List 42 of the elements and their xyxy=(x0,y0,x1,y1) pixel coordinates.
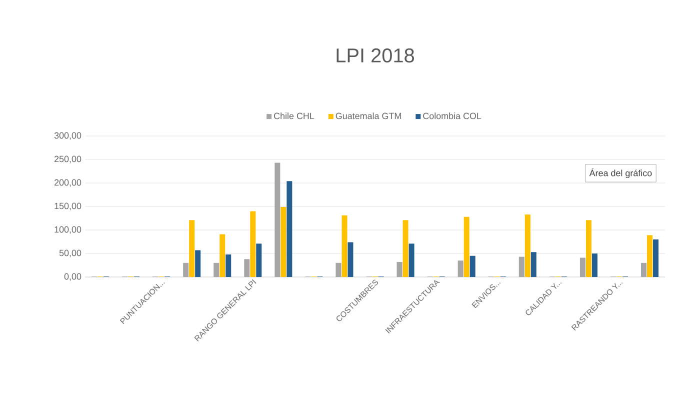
bar xyxy=(458,260,464,277)
bar xyxy=(396,262,402,277)
bar xyxy=(220,234,226,277)
y-tick-label: 150,00 xyxy=(54,202,82,210)
bar xyxy=(189,220,195,277)
bar xyxy=(580,258,586,277)
bar xyxy=(592,254,598,277)
bar xyxy=(214,262,220,277)
bar xyxy=(274,162,280,277)
bar xyxy=(195,250,201,277)
bar xyxy=(518,256,524,277)
bar xyxy=(226,254,232,277)
bar xyxy=(183,262,189,277)
bar xyxy=(402,220,408,277)
bar xyxy=(244,259,250,277)
y-tick-label: 200,00 xyxy=(54,179,82,187)
bar xyxy=(464,216,470,277)
legend-label: Chile CHL xyxy=(274,112,314,120)
bar xyxy=(280,206,286,277)
bar xyxy=(470,256,476,277)
bar xyxy=(342,215,348,277)
bar xyxy=(647,235,653,277)
annotation: Área del gráfico xyxy=(589,168,652,178)
y-tick-label: 250,00 xyxy=(54,156,82,164)
y-tick-label: 0,00 xyxy=(64,273,82,281)
bar xyxy=(286,181,292,277)
y-tick-label: 300,00 xyxy=(54,132,82,140)
bar xyxy=(250,211,256,277)
chart-title: LPI 2018 xyxy=(336,48,414,62)
legend-label: Guatemala GTM xyxy=(336,112,401,120)
y-tick-label: 100,00 xyxy=(54,226,82,234)
bar xyxy=(336,262,342,277)
bar xyxy=(524,214,530,277)
bar xyxy=(641,262,647,277)
bar xyxy=(530,252,536,277)
legend-label: Colombia COL xyxy=(423,112,482,120)
bar xyxy=(256,244,262,277)
bar xyxy=(408,244,414,277)
bar xyxy=(348,242,354,277)
bar xyxy=(653,239,659,277)
y-tick-label: 50,00 xyxy=(59,250,82,258)
bar xyxy=(586,220,592,277)
